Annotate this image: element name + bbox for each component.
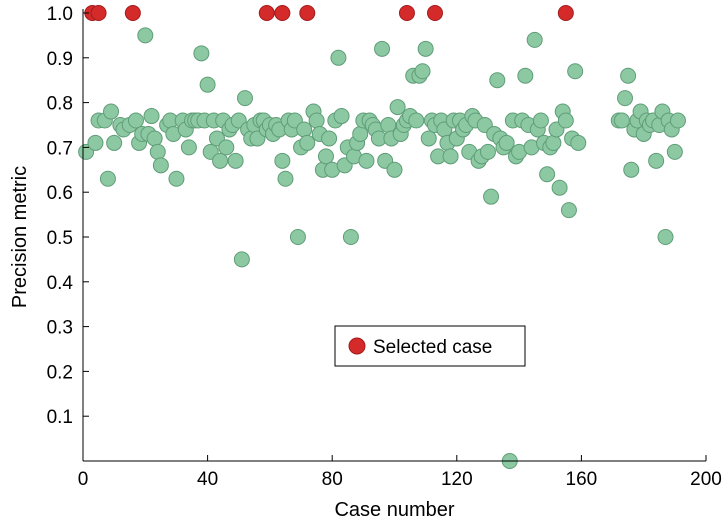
data-point (620, 67, 637, 84)
data-point (342, 229, 359, 245)
data-point (299, 134, 316, 151)
data-point (321, 130, 338, 147)
x-axis-label: Case number (334, 499, 454, 521)
data-point (479, 143, 496, 160)
axes (82, 9, 706, 462)
selected-case-point (90, 5, 107, 21)
x-tick-label: 120 (441, 469, 473, 490)
data-point (333, 108, 350, 125)
x-tick-label: 200 (690, 469, 722, 490)
y-tick-label: 0.3 (47, 318, 73, 339)
data-point (87, 134, 104, 151)
data-point (613, 112, 630, 129)
selected-case-point (274, 5, 291, 21)
data-point (489, 72, 506, 89)
data-point (168, 170, 185, 187)
data-point (233, 251, 250, 268)
data-point (212, 152, 229, 169)
x-tick-label: 80 (322, 469, 343, 490)
x-tick-label: 160 (566, 469, 598, 490)
data-point (617, 90, 634, 107)
data-point (236, 90, 253, 107)
data-point (199, 76, 216, 93)
y-axis-label: Precision metric (9, 166, 31, 308)
data-point (218, 139, 235, 156)
data-point (498, 134, 515, 151)
data-point (386, 161, 403, 178)
y-tick-label: 0.1 (47, 407, 73, 428)
data-point (127, 112, 144, 129)
ticks: 0 40 80 120 160 200 0.1 0.2 0.3 0.4 0.5 0.6 0.7 0.8 0.… (47, 4, 722, 490)
data-point (380, 117, 397, 133)
data-point (296, 121, 313, 138)
data-point (152, 157, 169, 174)
x-tick-label: 40 (197, 469, 218, 490)
data-point (143, 108, 160, 125)
selected-case-point (426, 5, 443, 21)
data-point (330, 49, 347, 66)
data-point (414, 63, 431, 80)
data-point (557, 112, 574, 129)
data-point (317, 148, 334, 165)
data-point (358, 152, 375, 169)
data-point (420, 130, 437, 147)
data-point (274, 152, 291, 169)
data-point (146, 130, 163, 147)
selected-case-point (258, 5, 275, 21)
data-point (149, 143, 166, 160)
selected-case-point (299, 5, 316, 21)
y-tick-label: 0.4 (47, 273, 74, 294)
data-point (517, 67, 534, 84)
data-point (103, 103, 120, 120)
data-point (417, 40, 434, 57)
y-tick-label: 0.2 (47, 362, 73, 383)
data-point (526, 31, 543, 48)
data-point (532, 112, 549, 129)
data-point (106, 134, 123, 151)
y-tick-label: 1.0 (47, 4, 73, 25)
data-point (539, 166, 556, 183)
data-point (408, 112, 425, 129)
data-point (442, 148, 459, 165)
data-point (389, 99, 406, 116)
data-point (227, 152, 244, 169)
data-point (623, 161, 640, 178)
data-point (570, 134, 587, 151)
data-point (545, 134, 562, 151)
data-point (193, 45, 210, 62)
data-point (374, 40, 391, 57)
data-point (99, 170, 116, 187)
y-tick-label: 0.7 (47, 138, 73, 159)
data-point (180, 139, 197, 156)
plot-points (78, 5, 686, 469)
y-tick-label: 0.5 (47, 228, 73, 249)
data-point (551, 179, 568, 196)
data-point (137, 27, 154, 44)
data-point (567, 63, 584, 80)
legend: Selected case (334, 325, 526, 367)
data-point (289, 229, 306, 245)
data-point (352, 125, 369, 142)
data-point (666, 143, 683, 160)
data-point (560, 202, 577, 219)
y-tick-label: 0.9 (47, 49, 73, 70)
legend-box (334, 325, 526, 367)
selected-case-point (124, 5, 141, 21)
y-tick-label: 0.6 (47, 183, 73, 204)
data-point (669, 112, 686, 129)
selected-case-point (557, 5, 574, 21)
data-point (657, 229, 674, 245)
y-tick-label: 0.8 (47, 94, 73, 115)
legend-marker-selected-case (348, 337, 366, 355)
data-point (648, 152, 665, 169)
data-point (308, 112, 325, 129)
data-point (277, 170, 294, 187)
data-point (483, 188, 500, 205)
selected-case-point (398, 5, 415, 21)
legend-label-selected-case: Selected case (373, 337, 492, 358)
x-tick-label: 0 (78, 469, 89, 490)
